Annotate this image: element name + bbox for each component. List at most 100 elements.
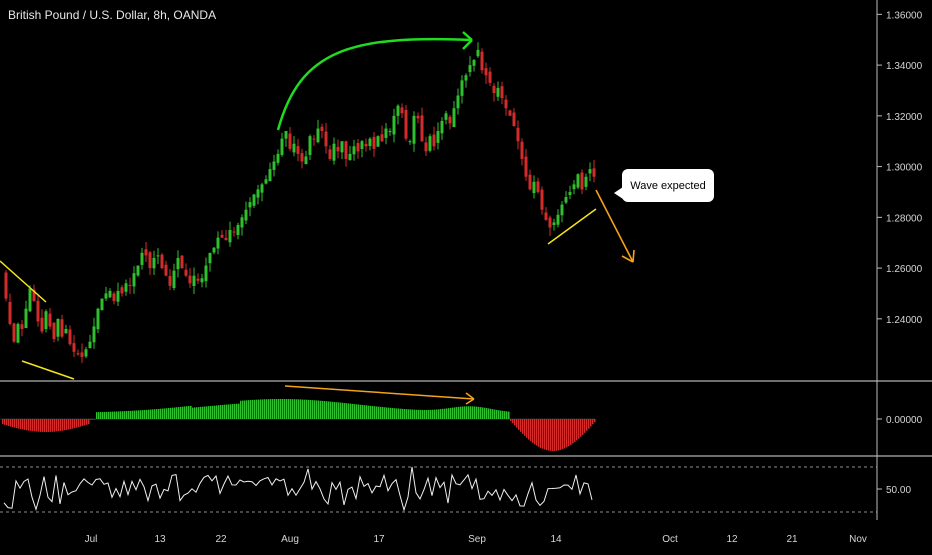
candle-body xyxy=(360,141,364,149)
histogram-bar xyxy=(386,407,388,419)
histogram-bar xyxy=(358,404,360,419)
candle-body xyxy=(504,99,508,109)
histogram-bar xyxy=(234,403,236,419)
histogram-bar xyxy=(362,404,364,419)
histogram-bar xyxy=(590,419,592,427)
histogram-bar xyxy=(158,408,160,419)
time-tick-label: Sep xyxy=(468,534,486,545)
histogram-bar xyxy=(444,408,446,419)
histogram-bar xyxy=(382,407,384,419)
candle-body xyxy=(160,254,164,269)
time-tick-label: 12 xyxy=(726,534,738,545)
candle-body xyxy=(424,142,428,152)
histogram-bar xyxy=(524,419,526,436)
candle-body xyxy=(384,128,388,138)
histogram-bar xyxy=(574,419,576,443)
histogram-bar xyxy=(188,406,190,419)
histogram-bar xyxy=(44,419,46,432)
candle-body xyxy=(188,275,192,284)
candle-body xyxy=(52,322,56,340)
histogram-bar xyxy=(78,419,80,428)
candle-body xyxy=(36,300,40,322)
candle-body xyxy=(500,86,504,99)
histogram-bar xyxy=(290,399,292,419)
candle-body xyxy=(440,120,444,134)
candle-body xyxy=(340,141,344,153)
histogram-bar xyxy=(128,410,130,419)
histogram-bar xyxy=(562,419,564,450)
histogram-bar xyxy=(328,401,330,419)
histogram-bar xyxy=(448,408,450,419)
histogram-bar xyxy=(174,407,176,419)
candle-body xyxy=(240,217,244,228)
histogram-bar xyxy=(398,408,400,419)
candle-body xyxy=(460,80,464,96)
histogram-bar xyxy=(118,411,120,419)
price-tick-label: 1.36000 xyxy=(886,10,923,21)
candle-body xyxy=(184,269,188,276)
candle-body xyxy=(84,349,88,357)
candle-body xyxy=(496,87,500,97)
histogram-bar xyxy=(262,399,264,419)
histogram-bar xyxy=(564,419,566,449)
histogram-bar xyxy=(252,399,254,419)
histogram-bar xyxy=(246,400,248,419)
histogram-bar xyxy=(500,410,502,419)
price-tick-label: 1.34000 xyxy=(886,61,923,72)
histogram-bar xyxy=(10,419,12,427)
histogram-bar xyxy=(296,399,298,419)
histogram-bar xyxy=(28,419,30,431)
candle-body xyxy=(24,308,28,329)
histogram-bar xyxy=(202,406,204,419)
histogram-bar xyxy=(488,408,490,419)
green-arc-arrowhead xyxy=(462,31,473,50)
histogram-bar xyxy=(502,410,504,419)
histogram-bar xyxy=(36,419,38,432)
histogram-bar xyxy=(240,400,242,419)
histogram-bar xyxy=(292,399,294,419)
candle-body xyxy=(572,184,576,190)
candle-body xyxy=(332,143,336,161)
histogram-bar xyxy=(512,419,514,424)
histogram-bar xyxy=(370,405,372,419)
histogram-bar xyxy=(248,400,250,419)
histogram-bar xyxy=(132,410,134,419)
histogram-bar xyxy=(14,419,16,428)
histogram-bar xyxy=(42,419,44,432)
candle-body xyxy=(200,278,204,283)
candle-body xyxy=(144,249,148,256)
histogram-bar xyxy=(530,419,532,442)
histogram-bar xyxy=(196,407,198,419)
histogram-bar xyxy=(594,419,596,423)
candle-body xyxy=(352,146,356,155)
histogram-bar xyxy=(264,399,266,419)
histogram-bar xyxy=(326,401,328,419)
candle-body xyxy=(272,161,276,170)
histogram-bar xyxy=(542,419,544,449)
candle-body xyxy=(128,284,132,286)
histogram-bar xyxy=(94,419,96,420)
histogram-bar xyxy=(406,409,408,419)
candle-body xyxy=(204,265,208,282)
histogram-bar xyxy=(50,419,52,432)
candle-body xyxy=(48,313,52,327)
time-tick-label: Jul xyxy=(85,534,98,545)
histogram-bar xyxy=(466,406,468,419)
histogram-bar xyxy=(508,411,510,419)
time-tick-label: Aug xyxy=(281,534,299,545)
histogram-bar xyxy=(438,409,440,419)
histogram-bar xyxy=(452,407,454,419)
histogram-bar xyxy=(454,407,456,419)
histogram-bar xyxy=(280,399,282,419)
histogram-bar xyxy=(526,419,528,438)
candle-body xyxy=(148,252,152,269)
candle-body xyxy=(56,318,60,337)
candle-body xyxy=(476,49,480,57)
candle-body xyxy=(12,323,16,342)
candle-body xyxy=(136,265,140,276)
histogram-bar xyxy=(396,408,398,419)
candle-body xyxy=(416,115,420,119)
candle-body xyxy=(344,141,348,159)
